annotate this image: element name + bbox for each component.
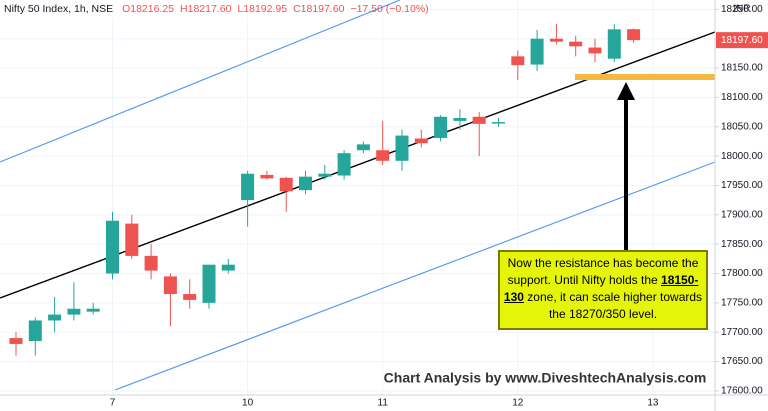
candle-body bbox=[260, 174, 274, 179]
y-tick-label: 17900.00 bbox=[721, 209, 763, 220]
x-tick-label: 10 bbox=[242, 398, 254, 409]
x-tick-label: 13 bbox=[647, 398, 659, 409]
candle-body bbox=[549, 38, 563, 42]
ohlc-value: −17.50 (−0.10%) bbox=[350, 3, 428, 15]
candles bbox=[9, 24, 641, 356]
arrow-head bbox=[617, 82, 635, 100]
annotation-box: Now the resistance has become the suppor… bbox=[498, 250, 708, 330]
candle-body bbox=[376, 150, 390, 161]
x-tick-label: 11 bbox=[378, 398, 389, 409]
candle-body bbox=[9, 338, 23, 344]
candle-body bbox=[627, 29, 641, 41]
candle-body bbox=[221, 264, 235, 271]
last-price-box bbox=[716, 32, 768, 49]
x-tick-label: 7 bbox=[110, 398, 116, 409]
x-tick-label: 12 bbox=[512, 398, 524, 409]
ohlc-value: C18197.60 bbox=[293, 3, 345, 15]
candle-body bbox=[530, 38, 544, 65]
y-tick-label: 18050.00 bbox=[721, 121, 763, 132]
annotation-highlight: 18150-130 bbox=[503, 273, 699, 304]
ohlc-value: L18192.95 bbox=[237, 3, 287, 15]
ohlc-value: H18217.60 bbox=[180, 3, 232, 15]
candle-body bbox=[337, 153, 351, 176]
annotation-text: Now the resistance has become the suppor… bbox=[507, 256, 699, 287]
candle-body bbox=[106, 220, 119, 274]
chart-title: Nifty 50 Index, 1h, NSE bbox=[4, 3, 113, 15]
channel-upper bbox=[0, 0, 401, 163]
watermark: Chart Analysis by www.DiveshtechAnalysis… bbox=[384, 370, 707, 386]
header-bg bbox=[0, 0, 300, 18]
candle-body bbox=[163, 276, 177, 295]
y-tick-label: 18150.00 bbox=[721, 63, 763, 74]
candle-body bbox=[144, 255, 158, 271]
annotation-text: zone, it can scale higher towards the 18… bbox=[527, 290, 703, 321]
candle-body bbox=[472, 116, 486, 124]
candle-body bbox=[569, 41, 583, 47]
candle-body bbox=[588, 47, 602, 54]
grid bbox=[0, 0, 715, 395]
y-tick-label: 17750.00 bbox=[721, 297, 763, 308]
candle-body bbox=[395, 135, 409, 161]
candle-body bbox=[202, 264, 216, 303]
candle-body bbox=[453, 117, 467, 121]
ohlc-value: O18216.25 bbox=[122, 3, 174, 15]
candle-body bbox=[318, 173, 332, 177]
candle-body bbox=[125, 223, 139, 256]
y-tick-label: 17800.00 bbox=[721, 268, 763, 279]
candle-body bbox=[67, 308, 81, 315]
candle-body bbox=[434, 116, 448, 138]
candle-body bbox=[48, 314, 62, 321]
y-tick-label: 17650.00 bbox=[721, 356, 763, 367]
candle-body bbox=[511, 56, 525, 66]
candle-body bbox=[607, 29, 621, 59]
candle-body bbox=[414, 138, 428, 144]
candle-body bbox=[299, 176, 312, 191]
last-price-label: 18197.60 bbox=[721, 35, 763, 46]
currency: INR bbox=[733, 4, 750, 15]
y-tick-label: 17600.00 bbox=[721, 386, 763, 397]
candle-body bbox=[28, 320, 42, 342]
support-zone bbox=[575, 74, 715, 80]
channel-lower bbox=[114, 161, 716, 391]
candle-body bbox=[356, 144, 370, 151]
y-tick-label: 18000.00 bbox=[721, 151, 763, 162]
y-tick-label: 18100.00 bbox=[721, 92, 763, 103]
candle-body bbox=[492, 122, 505, 124]
candle-body bbox=[183, 294, 197, 300]
y-tick-label: 17850.00 bbox=[721, 239, 763, 250]
candle-body bbox=[86, 308, 100, 312]
y-tick-label: 18250.00 bbox=[721, 4, 763, 15]
y-tick-label: 17700.00 bbox=[721, 327, 763, 338]
y-tick-label: 17950.00 bbox=[721, 180, 763, 191]
candle-body bbox=[241, 173, 255, 201]
header: Nifty 50 Index, 1h, NSE O18216.25 H18217.… bbox=[4, 3, 429, 15]
candle-body bbox=[279, 177, 293, 192]
